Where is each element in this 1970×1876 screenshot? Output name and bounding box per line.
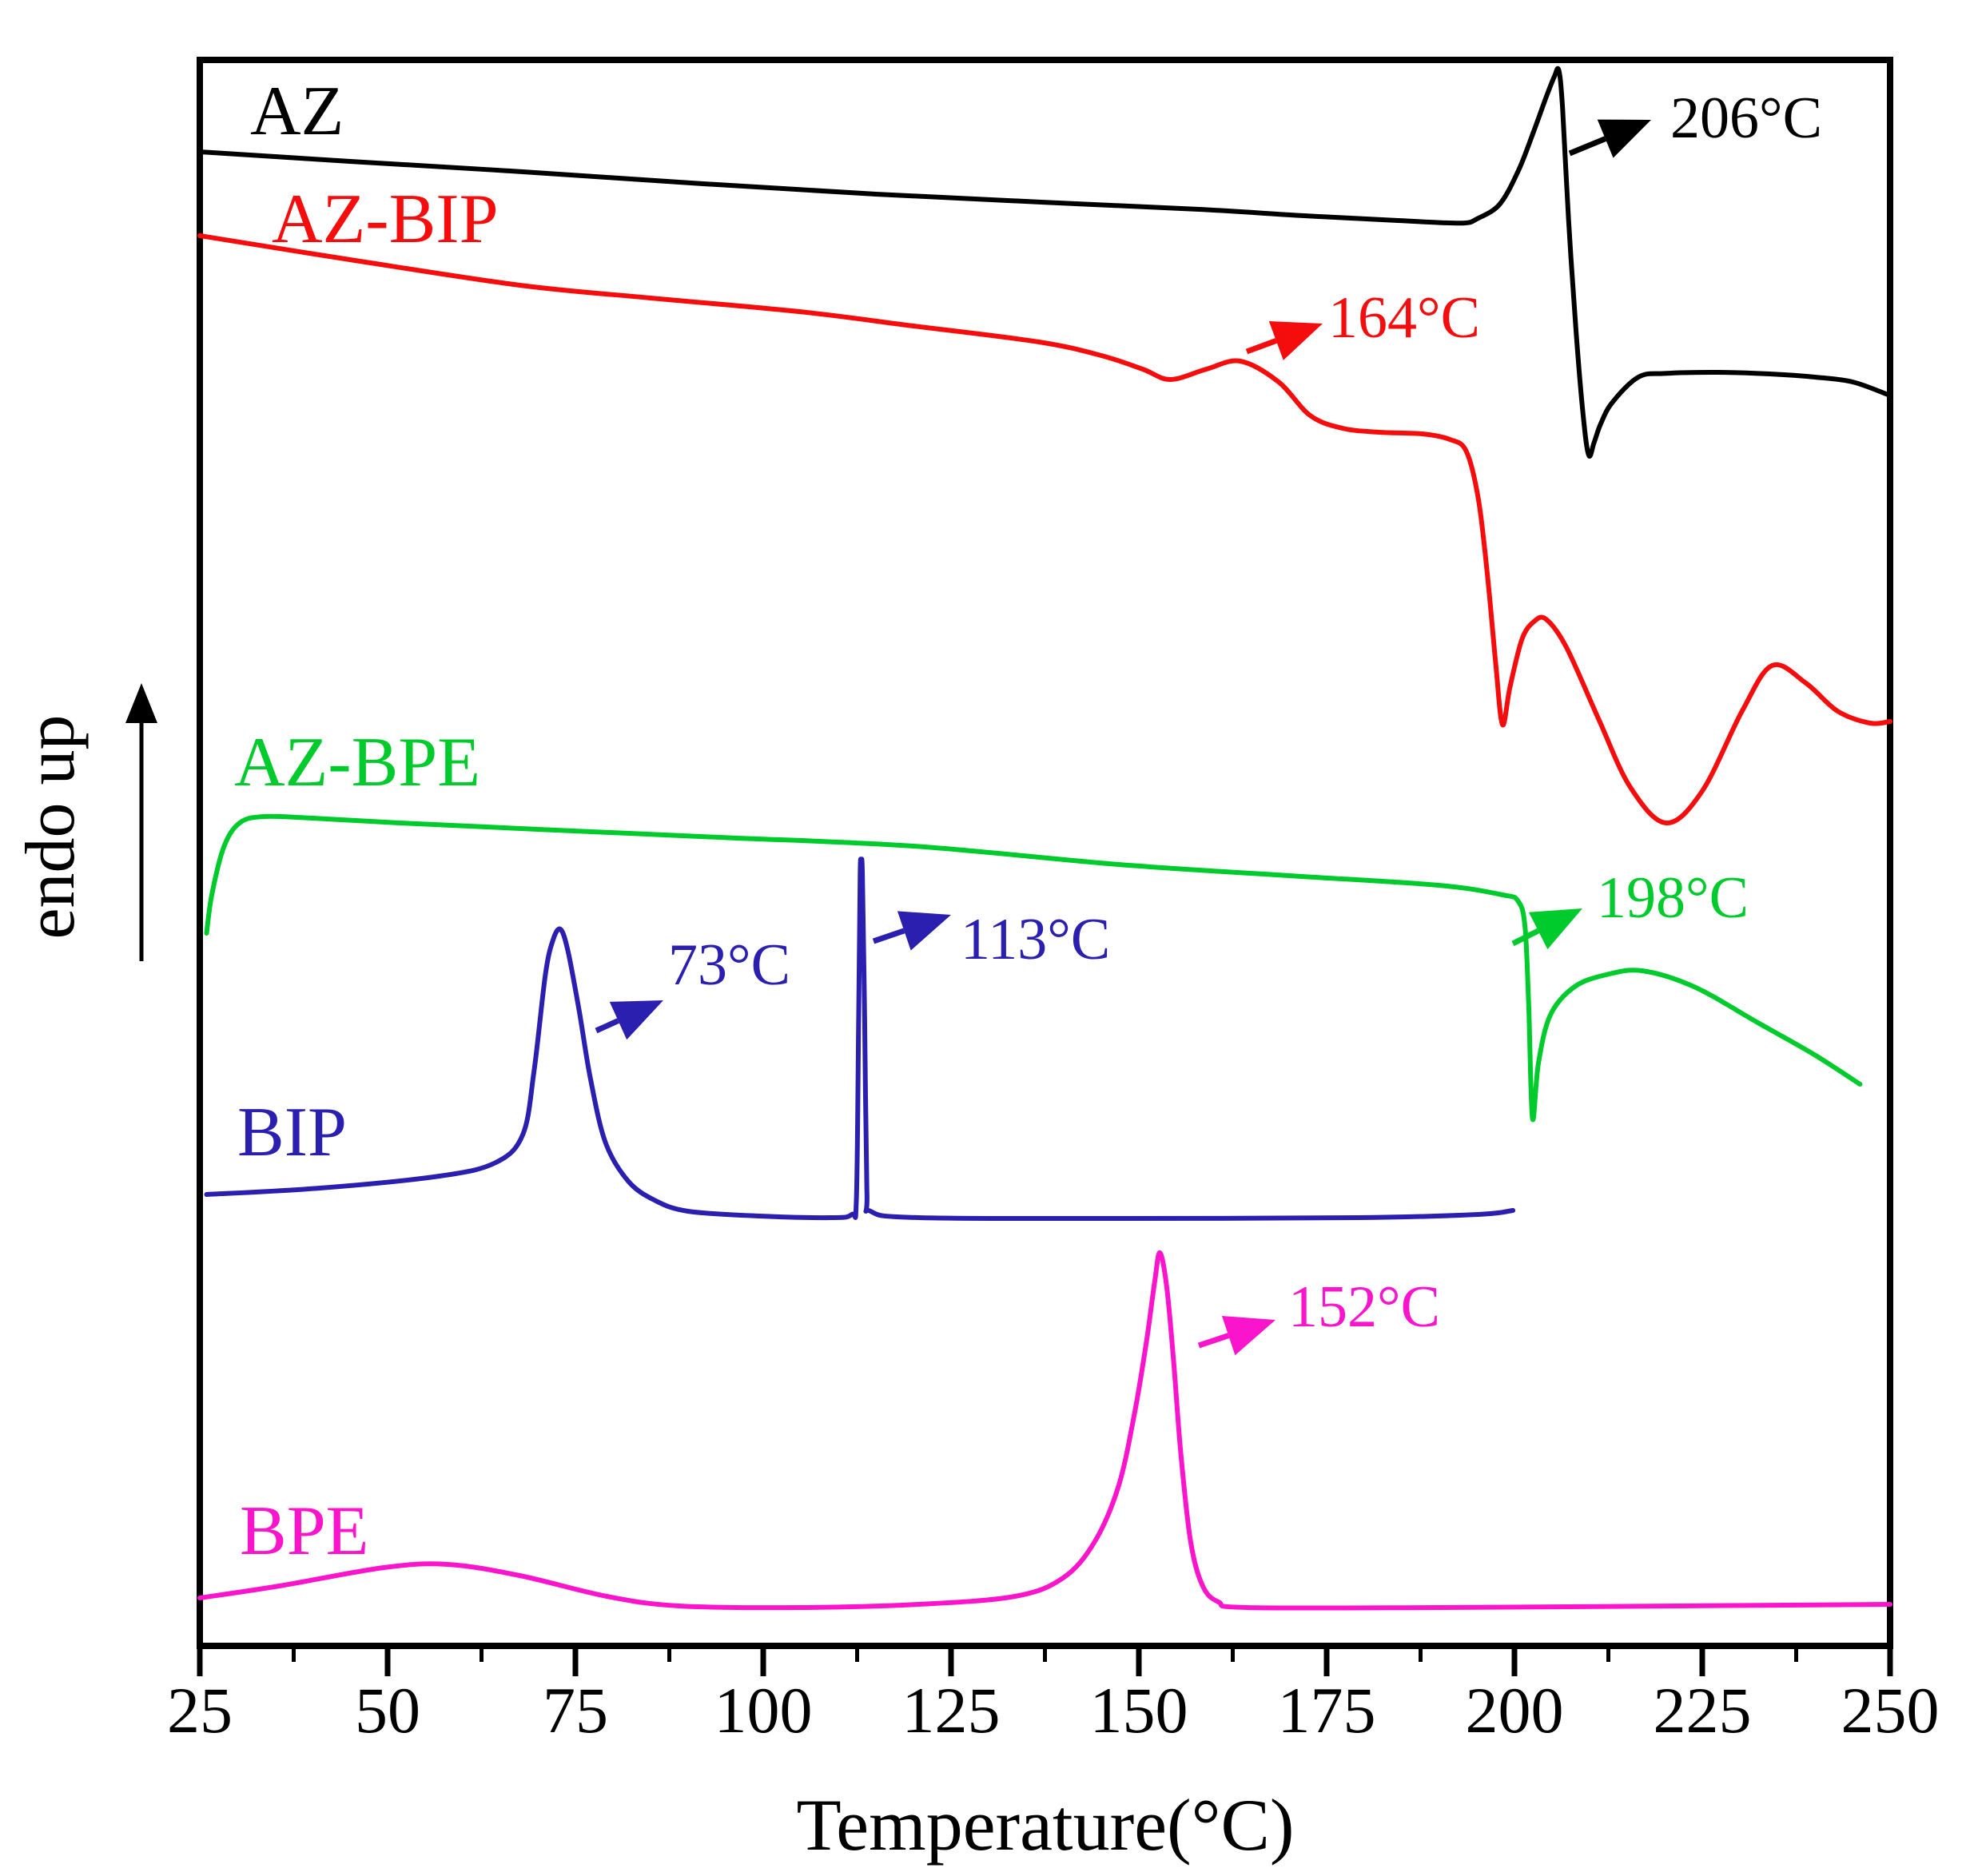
x-axis-title: Temperature(°C) — [797, 1784, 1295, 1866]
series-label-bip: BIP — [237, 1094, 347, 1171]
annotation-text-73c: 73°C — [668, 932, 790, 998]
x-tick-label: 100 — [714, 1674, 813, 1747]
x-tick-label: 150 — [1090, 1674, 1188, 1747]
annotation-arrow-206c-tail — [1568, 136, 1607, 157]
annotation-arrow-198c-head-icon — [1528, 908, 1582, 950]
annotation-arrow-73c-head-icon — [609, 1000, 663, 1040]
annotation-text-113c: 113°C — [961, 907, 1110, 972]
annotation-arrow-206c-head-icon — [1597, 119, 1651, 158]
annotation-text-152c: 152°C — [1288, 1274, 1440, 1340]
annotation-text-206c: 206°C — [1670, 85, 1822, 151]
x-tick-label: 75 — [543, 1674, 608, 1747]
plot-frame — [197, 57, 1893, 1649]
endo-up-arrowhead-icon — [125, 683, 157, 723]
series-label-az: AZ — [250, 73, 344, 150]
series-label-az-bip: AZ-BIP — [272, 181, 499, 258]
annotation-arrow-152c-head-icon — [1221, 1315, 1276, 1356]
annotation-text-164c: 164°C — [1328, 285, 1480, 351]
y-axis-title: endo up — [12, 714, 90, 939]
curve-az-bip — [197, 233, 1892, 825]
curve-bip — [204, 857, 1516, 1222]
curve-bpe — [197, 1250, 1892, 1611]
annotation-arrow-73c-tail — [595, 1018, 619, 1034]
x-tick-label: 125 — [902, 1674, 1001, 1747]
annotation-arrow-152c-tail — [1197, 1333, 1230, 1349]
annotation-arrow-164c-head-icon — [1268, 321, 1323, 360]
x-tick-label: 50 — [355, 1674, 420, 1747]
x-tick-label: 175 — [1278, 1674, 1376, 1747]
x-tick-label: 200 — [1466, 1674, 1564, 1747]
curve-az-bpe — [204, 813, 1863, 1123]
annotation-arrow-164c-tail — [1245, 338, 1278, 355]
x-tick-label: 25 — [167, 1674, 233, 1747]
curve-az — [197, 66, 1892, 459]
series-label-bpe: BPE — [240, 1492, 368, 1570]
annotation-arrow-113c-tail — [872, 928, 905, 944]
annotation-text-198c: 198°C — [1597, 865, 1749, 931]
x-tick-label: 250 — [1841, 1674, 1940, 1747]
annotation-arrow-198c-tail — [1511, 928, 1540, 947]
series-label-az-bpe: AZ-BPE — [234, 724, 480, 801]
annotation-arrow-113c-head-icon — [897, 911, 951, 951]
x-tick-label: 225 — [1654, 1674, 1752, 1747]
